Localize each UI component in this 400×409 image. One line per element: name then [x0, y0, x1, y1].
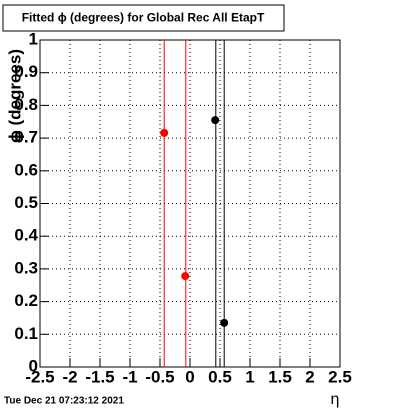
y-tick-label: 0.8 — [14, 95, 38, 114]
x-tick-label: -2.5 — [25, 367, 54, 386]
x-tick-label: 0 — [185, 367, 194, 386]
y-tick-label: 0.4 — [14, 226, 38, 245]
x-tick-label: 2 — [305, 367, 314, 386]
title-box — [2, 4, 285, 32]
x-tick-label: -2 — [62, 367, 77, 386]
y-tick-label: 1 — [29, 29, 38, 48]
y-tick-label: 0.1 — [14, 324, 38, 343]
data-point — [160, 128, 169, 137]
x-tick-label: 1.5 — [268, 367, 292, 386]
data-point — [181, 272, 190, 281]
footer-date: Tue Dec 21 07:23:12 2021 — [4, 396, 124, 407]
x-tick-label: 0.5 — [208, 367, 232, 386]
y-tick-label: 0.9 — [14, 62, 38, 81]
y-tick-label: 0.5 — [14, 193, 38, 212]
x-tick-label: -1 — [122, 367, 137, 386]
y-tick-label: 0.6 — [14, 160, 38, 179]
data-point — [220, 318, 229, 327]
y-tick-label: 0.3 — [14, 258, 38, 277]
x-tick-label: 1 — [245, 367, 254, 386]
x-axis-label: η — [331, 391, 340, 408]
x-tick-label: -1.5 — [85, 367, 114, 386]
plot-border — [39, 39, 341, 368]
chart-title: Fitted ϕ (degrees) for Global Rec All Et… — [22, 11, 265, 25]
x-tick-label: 2.5 — [328, 367, 352, 386]
y-tick-label: 0.7 — [14, 128, 38, 147]
x-tick-label: -0.5 — [145, 367, 174, 386]
y-tick-label: 0.2 — [14, 291, 38, 310]
data-point — [211, 116, 220, 125]
y-tick-label: 0 — [29, 356, 38, 375]
y-axis-label: ϕ (degrees) — [5, 49, 24, 143]
